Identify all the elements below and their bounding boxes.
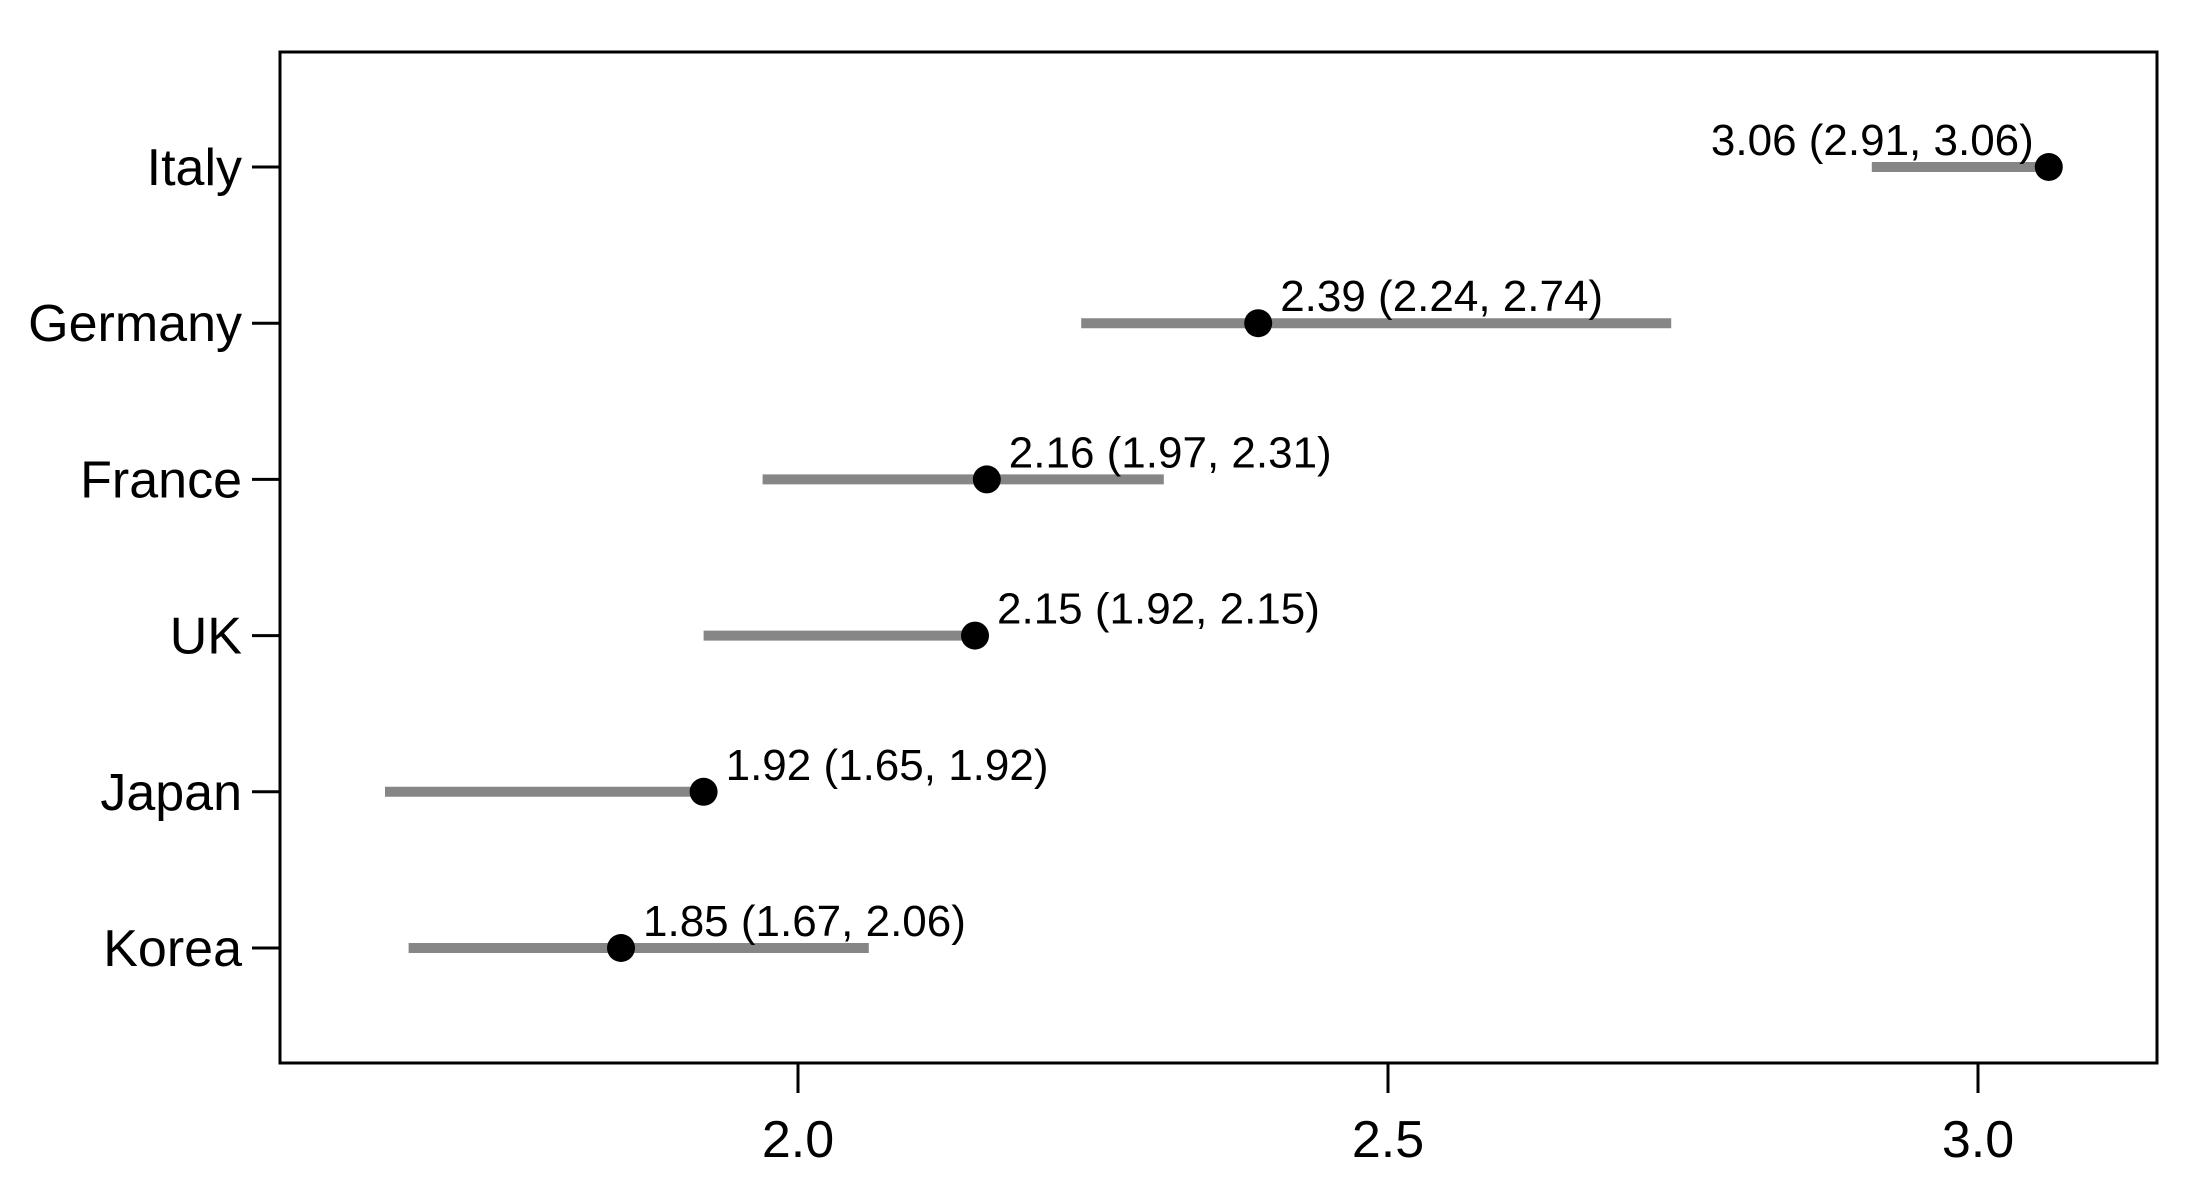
estimate-label: 2.39 (2.24, 2.74) xyxy=(1280,272,1603,321)
x-axis-tick-label: 2.5 xyxy=(1352,1111,1424,1169)
estimate-dot xyxy=(607,934,635,962)
estimate-label: 1.85 (1.67, 2.06) xyxy=(643,897,966,946)
estimate-label: 2.16 (1.97, 2.31) xyxy=(1009,428,1332,477)
estimate-dot xyxy=(972,465,1001,494)
estimate-label: 2.15 (1.92, 2.15) xyxy=(997,585,1320,634)
y-axis-label: Korea xyxy=(103,920,242,978)
y-axis-label: Italy xyxy=(147,139,242,197)
estimate-label: 1.92 (1.65, 1.92) xyxy=(726,741,1049,790)
series-layer: 3.06 (2.91, 3.06) 2.39 (2.24, 2.74) 2.16 (… xyxy=(385,116,2063,962)
x-axis-tick-label: 3.0 xyxy=(1942,1111,2014,1169)
estimate-dot xyxy=(689,777,718,806)
y-axis-label: UK xyxy=(170,608,243,666)
plot-border-layer xyxy=(278,50,2159,1065)
estimate-dot xyxy=(961,621,989,650)
x-axis-tick-label: 2.0 xyxy=(762,1111,834,1169)
plot-border xyxy=(278,50,2159,1065)
estimate-dot xyxy=(2034,153,2063,181)
y-axis-label: Japan xyxy=(100,764,242,822)
y-axis-label: France xyxy=(80,451,242,509)
plot-background xyxy=(280,52,2157,1063)
axes-layer: 2.0 2.5 3.0 Italy Germany France UK Japan Korea xyxy=(28,139,2014,1169)
y-axis-label: Germany xyxy=(28,295,242,353)
estimate-label: 3.06 (2.91, 3.06) xyxy=(1711,116,2034,165)
estimate-dot xyxy=(1244,309,1273,338)
